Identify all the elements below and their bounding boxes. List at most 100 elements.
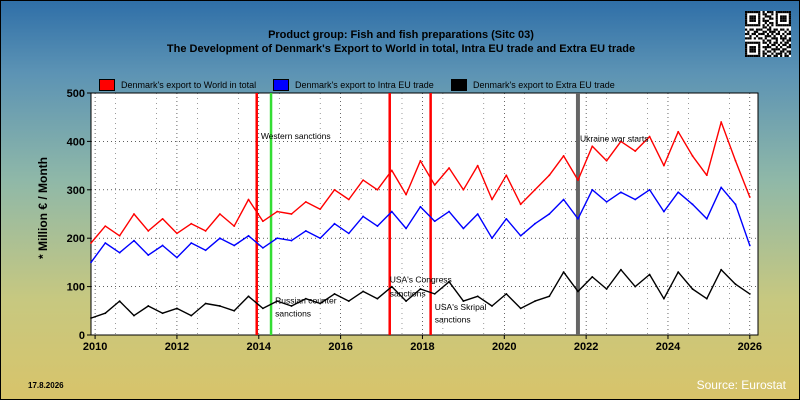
chart-subtitle: The Development of Denmark's Export to W… (166, 43, 636, 55)
data-point-1 (333, 222, 336, 225)
data-point-2 (133, 314, 135, 317)
data-point-0 (176, 232, 178, 235)
data-point-2 (705, 297, 708, 300)
y-tick-label: 300 (67, 185, 85, 197)
data-point-2 (534, 300, 536, 303)
data-point-2 (691, 288, 694, 290)
data-point-1 (190, 242, 193, 244)
y-tick-label: 100 (67, 282, 85, 294)
event-annotation: USA's Skripal (435, 302, 487, 312)
x-tick-label: 2010 (83, 341, 107, 353)
data-point-0 (591, 145, 594, 148)
data-point-1 (204, 249, 207, 252)
data-point-1 (433, 220, 436, 223)
data-point-2 (276, 300, 279, 303)
data-point-2 (319, 302, 322, 305)
data-point-2 (247, 295, 250, 298)
data-point-0 (405, 193, 407, 196)
data-point-0 (304, 201, 307, 203)
data-point-1 (118, 251, 121, 254)
data-point-1 (548, 213, 551, 215)
event-annotation: Ukraine war starts (580, 133, 649, 143)
data-point-0 (276, 210, 279, 213)
data-point-2 (548, 295, 551, 298)
data-point-0 (548, 174, 551, 177)
data-point-0 (161, 217, 164, 220)
data-point-1 (161, 244, 164, 247)
legend-swatch-intra (273, 79, 289, 91)
data-point-2 (562, 271, 565, 273)
data-point-0 (233, 225, 236, 228)
x-tick-label: 2026 (738, 341, 762, 353)
data-point-2 (190, 314, 193, 317)
data-point-0 (562, 155, 565, 157)
source-label: Source: Eurostat (696, 378, 786, 392)
data-point-0 (319, 208, 322, 211)
event-annotation: sanctions (390, 288, 426, 298)
data-point-0 (433, 184, 436, 186)
event-annotation: sanctions (435, 314, 471, 324)
data-point-0 (118, 234, 121, 237)
data-point-0 (748, 196, 751, 198)
data-point-1 (491, 237, 493, 240)
data-point-1 (462, 227, 465, 230)
data-point-0 (261, 220, 264, 223)
data-point-0 (419, 159, 422, 162)
data-point-0 (333, 188, 336, 191)
data-point-1 (233, 244, 236, 247)
data-point-1 (261, 246, 264, 249)
legend-swatch-total (99, 79, 115, 91)
x-tick-label: 2018 (410, 341, 434, 353)
qr-code (745, 11, 791, 57)
data-point-0 (705, 174, 708, 177)
data-point-1 (390, 210, 393, 213)
data-point-0 (577, 179, 579, 182)
data-point-2 (362, 290, 365, 293)
event-annotation: sanctions (275, 309, 311, 319)
data-point-0 (362, 179, 365, 182)
data-point-2 (648, 273, 651, 276)
data-point-0 (376, 188, 379, 191)
data-point-0 (147, 230, 150, 232)
data-point-0 (218, 213, 221, 215)
data-point-0 (677, 130, 680, 133)
data-point-0 (290, 213, 293, 215)
data-point-2 (720, 268, 723, 271)
data-point-1 (534, 222, 536, 225)
data-point-1 (476, 213, 479, 215)
data-point-0 (190, 222, 193, 225)
event-annotation: Western sanctions (261, 131, 331, 141)
legend-item-extra: Denmark's export to Extra EU trade (451, 79, 615, 91)
data-point-1 (677, 191, 680, 194)
data-point-2 (290, 305, 293, 307)
data-point-2 (304, 297, 307, 300)
data-point-2 (376, 297, 379, 300)
data-point-2 (748, 292, 751, 295)
legend-label-extra: Denmark's export to Extra EU trade (473, 80, 615, 90)
chart-title: Product group: Fish and fish preparation… (268, 29, 534, 41)
data-point-0 (247, 198, 250, 201)
data-point-2 (261, 307, 264, 310)
data-point-1 (247, 234, 250, 237)
x-tick-label: 2024 (656, 341, 681, 353)
data-point-1 (720, 186, 723, 189)
data-point-0 (204, 230, 207, 232)
data-point-1 (591, 188, 594, 191)
data-point-1 (620, 191, 622, 194)
data-point-0 (133, 213, 135, 215)
data-point-2 (390, 285, 393, 288)
data-point-1 (562, 198, 565, 201)
data-point-2 (204, 302, 207, 305)
data-point-0 (519, 203, 522, 206)
data-point-2 (419, 288, 422, 290)
data-point-1 (319, 237, 322, 240)
data-point-0 (634, 150, 637, 152)
data-point-1 (147, 254, 150, 257)
event-annotation: USA's Congress (390, 275, 452, 285)
data-point-2 (333, 292, 336, 295)
data-point-1 (376, 225, 379, 228)
data-point-0 (605, 159, 608, 162)
data-point-2 (462, 300, 465, 303)
